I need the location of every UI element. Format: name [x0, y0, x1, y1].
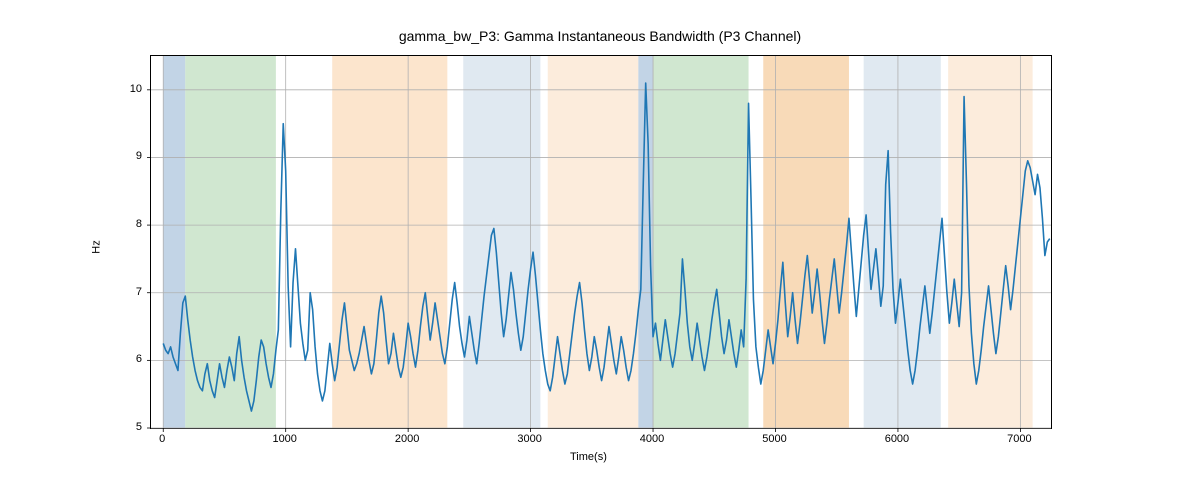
xtick-label: 7000	[1007, 433, 1031, 445]
xtick-label: 6000	[885, 433, 909, 445]
ytick-label: 8	[102, 218, 142, 230]
background-span	[185, 56, 276, 428]
plot-area	[150, 55, 1052, 429]
xtick-label: 1000	[272, 433, 296, 445]
background-span	[332, 56, 447, 428]
background-span	[948, 56, 1032, 428]
ytick-label: 10	[102, 83, 142, 95]
background-span	[864, 56, 941, 428]
background-span	[163, 56, 185, 428]
ytick-label: 9	[102, 150, 142, 162]
xtick-label: 5000	[762, 433, 786, 445]
chart-title: gamma_bw_P3: Gamma Instantaneous Bandwid…	[0, 28, 1200, 44]
y-axis-label: Hz	[91, 240, 103, 253]
xtick-label: 4000	[640, 433, 664, 445]
ytick-label: 5	[102, 421, 142, 433]
figure: gamma_bw_P3: Gamma Instantaneous Bandwid…	[0, 0, 1200, 500]
background-span	[653, 56, 749, 428]
xtick-label: 2000	[395, 433, 419, 445]
ytick-label: 7	[102, 286, 142, 298]
background-span	[763, 56, 849, 428]
xtick-label: 3000	[517, 433, 541, 445]
background-span	[548, 56, 639, 428]
background-span	[463, 56, 540, 428]
x-axis-label: Time(s)	[570, 451, 607, 463]
xtick-label: 0	[159, 433, 165, 445]
ytick-label: 6	[102, 353, 142, 365]
plot-svg	[151, 56, 1051, 428]
